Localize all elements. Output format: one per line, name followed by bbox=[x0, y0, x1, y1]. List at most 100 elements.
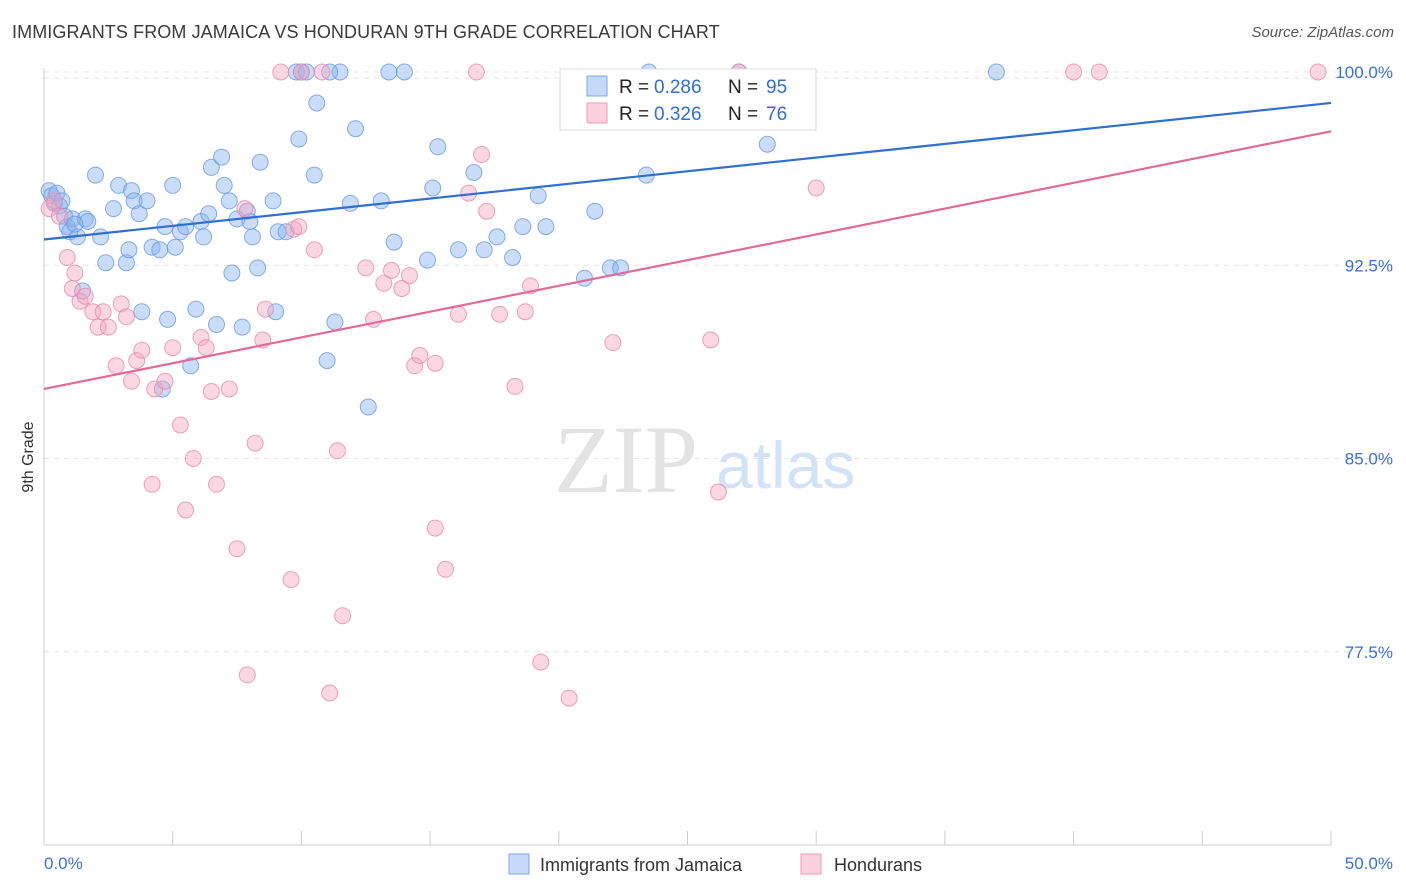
jamaica-point bbox=[133, 303, 151, 321]
hondurans-point bbox=[256, 300, 274, 318]
hondurans-point bbox=[58, 249, 76, 266]
hondurans-point bbox=[177, 501, 195, 519]
hondurans-point bbox=[123, 372, 140, 390]
jamaica-point bbox=[264, 192, 282, 210]
jamaica-point bbox=[130, 205, 148, 223]
hondurans-point bbox=[305, 241, 323, 259]
jamaica-point bbox=[50, 197, 68, 215]
jamaica-point bbox=[187, 300, 205, 318]
jamaica-point bbox=[529, 187, 547, 205]
hondurans-point bbox=[426, 519, 444, 537]
hondurans-point bbox=[411, 347, 429, 364]
hondurans-point bbox=[246, 434, 264, 452]
legend-swatch-hondurans bbox=[586, 102, 608, 124]
correlation-legend: R = 0.286 N = 95 R = 0.326 N = 76 bbox=[559, 68, 817, 131]
hondurans-point bbox=[171, 416, 189, 434]
jamaica-point bbox=[372, 192, 390, 210]
hondurans-point bbox=[50, 207, 68, 225]
jamaica-point bbox=[419, 251, 436, 269]
hondurans-point bbox=[375, 274, 393, 292]
legend-swatch-jamaica bbox=[586, 75, 608, 97]
jamaica-point bbox=[465, 164, 483, 181]
hondurans-point bbox=[478, 202, 496, 220]
hondurans-point bbox=[313, 63, 331, 81]
hondurans-point bbox=[467, 63, 485, 81]
hondurans-point bbox=[197, 339, 215, 357]
hondurans-point bbox=[401, 267, 418, 285]
jamaica-point bbox=[164, 176, 182, 194]
hondurans-point bbox=[383, 261, 400, 279]
y-axis-title: 9th Grade bbox=[20, 421, 37, 492]
hondurans-point bbox=[117, 308, 135, 326]
hondurans-point bbox=[228, 540, 246, 558]
jamaica-point bbox=[223, 264, 241, 282]
jamaica-point bbox=[251, 153, 269, 171]
watermark-zip: ZIP bbox=[554, 406, 698, 513]
jamaica-point bbox=[238, 202, 256, 220]
hondurans-point bbox=[112, 295, 130, 313]
hondurans-point bbox=[89, 318, 107, 336]
jamaica-point bbox=[758, 135, 776, 153]
jamaica-point bbox=[120, 241, 138, 259]
hondurans-point bbox=[84, 303, 102, 321]
y-tick-label-3: 77.5% bbox=[1345, 643, 1393, 662]
hondurans-point bbox=[437, 560, 454, 578]
hondurans-point bbox=[71, 292, 89, 310]
hondurans-point bbox=[208, 475, 225, 493]
hondurans-point bbox=[1065, 63, 1083, 81]
jamaica-point bbox=[359, 398, 377, 416]
jamaica-point bbox=[97, 254, 115, 272]
jamaica-point bbox=[514, 218, 532, 236]
jamaica-point bbox=[488, 228, 506, 246]
hondurans-point bbox=[406, 357, 424, 375]
jamaica-point bbox=[429, 138, 447, 156]
hondurans-point bbox=[560, 689, 578, 707]
jamaica-point bbox=[380, 63, 398, 81]
jamaica-point bbox=[576, 269, 593, 287]
jamaica-point bbox=[318, 352, 336, 370]
series-jamaica-points bbox=[40, 63, 1005, 416]
jamaica-point bbox=[138, 192, 156, 210]
hondurans-point bbox=[449, 305, 467, 323]
hondurans-point bbox=[426, 354, 444, 372]
jamaica-point bbox=[395, 63, 413, 81]
jamaica-point bbox=[233, 318, 251, 336]
hondurans-point bbox=[1309, 63, 1327, 81]
jamaica-point bbox=[117, 254, 135, 272]
jamaica-point bbox=[475, 241, 493, 259]
jamaica-point bbox=[215, 176, 233, 194]
hondurans-point bbox=[321, 684, 339, 702]
legend-n-value-2: 76 bbox=[766, 104, 787, 125]
legend-r-value-1: 0.286 bbox=[654, 77, 702, 98]
jamaica-point bbox=[66, 215, 84, 233]
hondurans-point bbox=[282, 571, 300, 589]
series-legend: Immigrants from Jamaica Hondurans bbox=[508, 853, 922, 875]
bottom-legend-swatch-jamaica bbox=[508, 853, 530, 875]
hondurans-point bbox=[94, 303, 112, 321]
jamaica-point bbox=[213, 148, 231, 166]
hondurans-point bbox=[272, 63, 290, 81]
jamaica-point bbox=[326, 313, 344, 331]
chart-title: IMMIGRANTS FROM JAMAICA VS HONDURAN 9TH … bbox=[12, 22, 720, 42]
hondurans-point bbox=[473, 146, 491, 163]
hondurans-point bbox=[184, 450, 202, 467]
legend-n-label-1: N = bbox=[728, 77, 758, 98]
hondurans-point bbox=[393, 280, 411, 297]
jamaica-point bbox=[74, 282, 92, 300]
jamaica-point bbox=[105, 200, 122, 218]
series-hondurans-points bbox=[40, 63, 1327, 707]
jamaica-point bbox=[125, 192, 143, 210]
hondurans-point bbox=[290, 218, 308, 236]
jamaica-point bbox=[305, 166, 323, 184]
jamaica-point bbox=[290, 130, 308, 148]
trend-line-hondurans bbox=[43, 130, 1332, 391]
hondurans-point bbox=[133, 341, 151, 359]
hondurans-point bbox=[702, 331, 720, 349]
jamaica-point bbox=[182, 357, 200, 375]
jamaica-point bbox=[586, 202, 604, 220]
hondurans-point bbox=[292, 63, 310, 81]
jamaica-point bbox=[347, 120, 364, 138]
hondurans-point bbox=[532, 653, 550, 671]
hondurans-point bbox=[66, 264, 84, 282]
